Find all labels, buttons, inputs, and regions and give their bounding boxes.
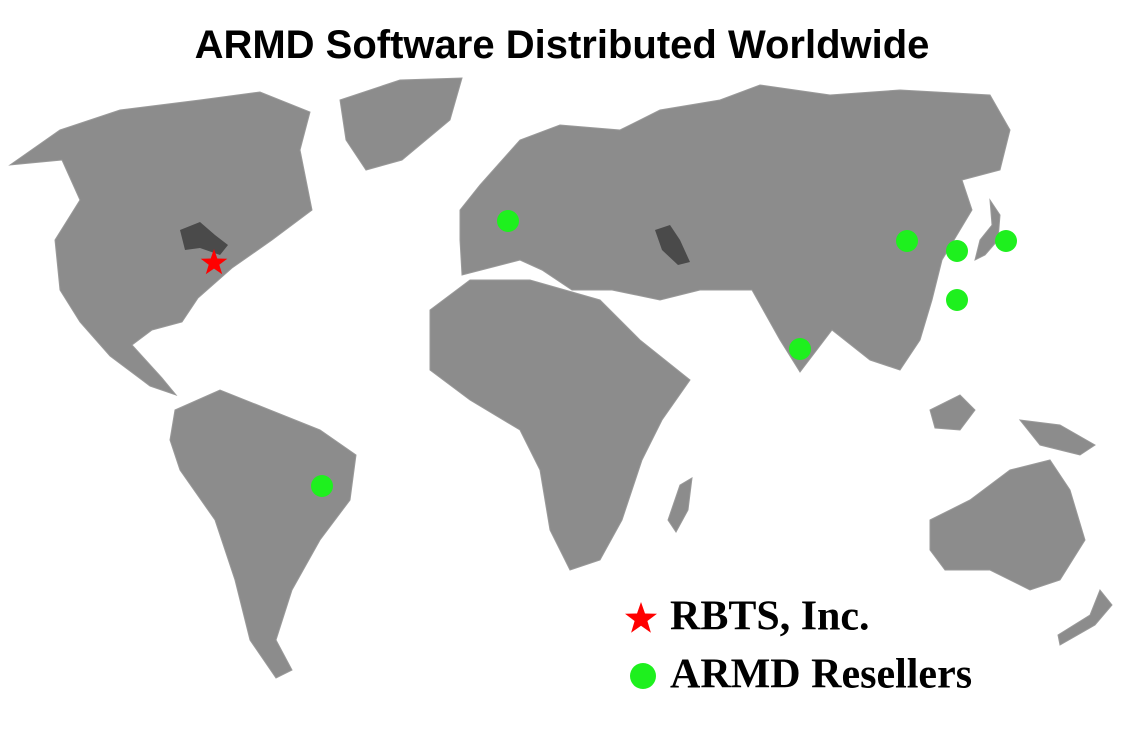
reseller-marker [995, 230, 1017, 252]
legend-dot [630, 663, 656, 689]
indonesia [929, 394, 976, 431]
caspian-sea [655, 225, 690, 265]
north-america [8, 91, 313, 397]
eurasia [459, 84, 1011, 373]
reseller-marker [946, 240, 968, 262]
legend: RBTS, Inc. ARMD Resellers [625, 594, 972, 698]
legend-star [625, 602, 657, 633]
markers [200, 210, 1017, 497]
new-zealand [1057, 589, 1113, 646]
reseller-marker [789, 338, 811, 360]
reseller-marker [311, 475, 333, 497]
legend-label: ARMD Resellers [670, 652, 972, 698]
reseller-marker [946, 289, 968, 311]
reseller-marker [896, 230, 918, 252]
reseller-marker [497, 210, 519, 232]
greenland [339, 77, 463, 171]
africa [429, 279, 691, 571]
land [8, 77, 1113, 679]
japan [974, 198, 1001, 261]
map-title: ARMD Software Distributed Worldwide [195, 23, 930, 67]
madagascar [667, 477, 693, 533]
hq-marker [200, 249, 228, 275]
south-america [169, 389, 357, 679]
great-lakes [180, 222, 228, 255]
australia [929, 459, 1086, 591]
legend-label: RBTS, Inc. [670, 594, 870, 640]
new-guinea [1018, 419, 1096, 456]
